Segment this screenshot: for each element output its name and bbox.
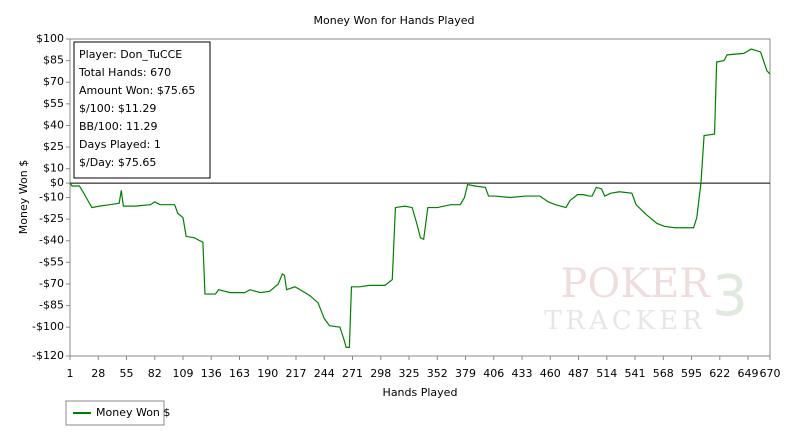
y-tick-label: $100: [36, 32, 64, 45]
x-tick-label: 271: [342, 367, 363, 380]
x-tick-label: 649: [738, 367, 759, 380]
y-tick-label: -$70: [39, 277, 64, 290]
x-tick-label: 55: [120, 367, 134, 380]
y-tick-label: $40: [43, 118, 64, 131]
x-tick-label: 190: [257, 367, 278, 380]
x-tick-label: 670: [760, 367, 781, 380]
y-tick-label: -$55: [39, 255, 64, 268]
watermark-text: TRACKER: [544, 306, 706, 336]
stats-line: Player: Don_TuCCE: [79, 48, 182, 61]
x-axis-label: Hands Played: [383, 386, 458, 399]
x-tick-label: 325: [399, 367, 420, 380]
y-tick-label: -$120: [32, 349, 64, 362]
x-tick-label: 595: [681, 367, 702, 380]
x-tick-label: 217: [286, 367, 307, 380]
x-tick-label: 298: [370, 367, 391, 380]
y-tick-label: $0: [50, 176, 64, 189]
stats-line: BB/100: 11.29: [79, 120, 158, 133]
x-tick-label: 541: [625, 367, 646, 380]
y-axis-label: Money Won $: [17, 160, 30, 234]
y-tick-label: $85: [43, 54, 64, 67]
x-tick-label: 163: [229, 367, 250, 380]
stats-line: $/100: $11.29: [79, 102, 156, 115]
stats-line: Total Hands: 670: [78, 66, 171, 79]
x-tick-label: 379: [455, 367, 476, 380]
y-tick-label: -$25: [39, 212, 64, 225]
x-tick-label: 109: [173, 367, 194, 380]
stats-box: [73, 41, 211, 179]
stats-line: Days Played: 1: [79, 138, 161, 151]
x-tick-label: 28: [91, 367, 105, 380]
y-tick-label: $25: [43, 140, 64, 153]
x-tick-label: 406: [483, 367, 504, 380]
y-tick-label: -$85: [39, 299, 64, 312]
watermark-text: 3: [712, 264, 748, 329]
y-tick-label: -$40: [39, 234, 64, 247]
x-tick-label: 136: [201, 367, 222, 380]
x-tick-label: 244: [314, 367, 335, 380]
watermark-text: POKER: [561, 261, 712, 307]
x-tick-label: 82: [148, 367, 162, 380]
legend-label: Money Won $: [96, 406, 170, 419]
y-tick-label: -$10: [39, 191, 64, 204]
x-tick-label: 514: [596, 367, 617, 380]
x-tick-label: 622: [709, 367, 730, 380]
y-tick-label: $70: [43, 75, 64, 88]
x-tick-label: 568: [653, 367, 674, 380]
y-tick-label: $10: [43, 162, 64, 175]
x-tick-label: 487: [568, 367, 589, 380]
watermark: POKER TRACKER 3: [544, 261, 748, 336]
stats-line: Amount Won: $75.65: [79, 84, 195, 97]
stats-line: $/Day: $75.65: [79, 156, 156, 169]
x-tick-label: 460: [540, 367, 561, 380]
series-line: [69, 48, 771, 348]
x-tick-label: 352: [427, 367, 448, 380]
x-tick-label: 1: [67, 367, 74, 380]
chart-title: Money Won for Hands Played: [314, 14, 475, 27]
y-tick-label: -$100: [32, 320, 64, 333]
y-tick-label: $55: [43, 97, 64, 110]
x-tick-label: 433: [512, 367, 533, 380]
